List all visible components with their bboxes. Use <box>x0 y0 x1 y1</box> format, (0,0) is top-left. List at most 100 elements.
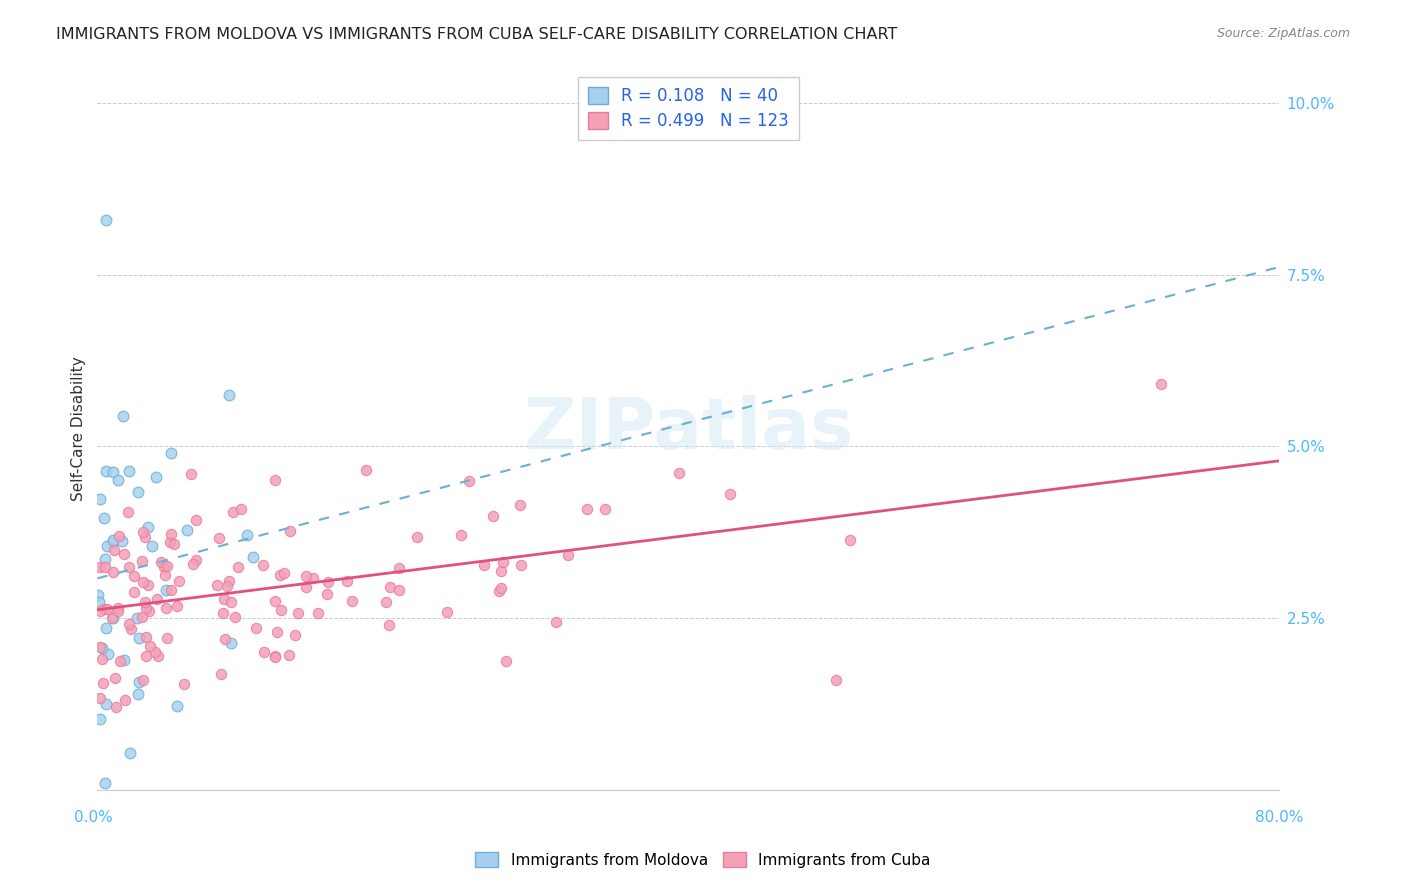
Immigrants from Moldova <box>93 511 115 525</box>
Immigrants from Moldova <box>101 465 124 479</box>
Immigrants from Cuba <box>668 467 690 481</box>
Immigrants from Cuba <box>318 574 340 589</box>
Immigrants from Cuba <box>132 525 155 540</box>
Immigrants from Cuba <box>575 502 598 516</box>
Immigrants from Cuba <box>132 673 155 687</box>
Immigrants from Moldova <box>96 212 118 227</box>
Immigrants from Cuba <box>103 543 125 558</box>
Immigrants from Moldova <box>103 533 125 548</box>
Immigrants from Cuba <box>132 574 155 589</box>
Immigrants from Cuba <box>107 529 129 543</box>
Legend: R = 0.108   N = 40, R = 0.499   N = 123: R = 0.108 N = 40, R = 0.499 N = 123 <box>578 77 799 140</box>
Immigrants from Cuba <box>100 611 122 625</box>
Immigrants from Cuba <box>436 605 458 619</box>
Immigrants from Cuba <box>143 644 166 658</box>
Immigrants from Cuba <box>131 554 153 568</box>
Immigrants from Cuba <box>105 699 128 714</box>
Immigrants from Cuba <box>122 585 145 599</box>
Immigrants from Cuba <box>135 600 157 615</box>
Immigrants from Cuba <box>167 574 190 588</box>
Immigrants from Cuba <box>544 615 567 630</box>
Immigrants from Cuba <box>450 528 472 542</box>
Immigrants from Cuba <box>284 628 307 642</box>
Immigrants from Cuba <box>718 487 741 501</box>
Immigrants from Cuba <box>825 673 848 687</box>
Immigrants from Cuba <box>134 530 156 544</box>
Immigrants from Moldova <box>96 464 118 478</box>
Immigrants from Cuba <box>209 667 232 681</box>
Immigrants from Cuba <box>107 601 129 615</box>
Immigrants from Cuba <box>205 578 228 592</box>
Immigrants from Moldova <box>218 388 240 402</box>
Immigrants from Cuba <box>252 558 274 573</box>
Immigrants from Cuba <box>90 652 112 666</box>
Immigrants from Moldova <box>107 473 129 487</box>
Immigrants from Cuba <box>301 571 323 585</box>
Immigrants from Cuba <box>295 581 318 595</box>
Immigrants from Moldova <box>96 621 118 635</box>
Immigrants from Cuba <box>1150 377 1173 392</box>
Immigrants from Moldova <box>89 712 111 726</box>
Immigrants from Moldova <box>236 528 259 542</box>
Immigrants from Cuba <box>229 502 252 516</box>
Immigrants from Cuba <box>89 604 111 618</box>
Immigrants from Cuba <box>266 624 288 639</box>
Immigrants from Moldova <box>159 446 181 460</box>
Immigrants from Cuba <box>107 604 129 618</box>
Immigrants from Cuba <box>253 645 276 659</box>
Immigrants from Moldova <box>127 485 149 500</box>
Text: ZIPatlas: ZIPatlas <box>523 394 853 464</box>
Immigrants from Cuba <box>208 531 231 545</box>
Immigrants from Cuba <box>181 557 204 571</box>
Immigrants from Moldova <box>138 520 160 534</box>
Text: 0.0%: 0.0% <box>73 810 112 825</box>
Immigrants from Moldova <box>96 539 118 553</box>
Immigrants from Moldova <box>112 653 135 667</box>
Immigrants from Moldova <box>176 523 198 537</box>
Immigrants from Cuba <box>273 566 295 580</box>
Immigrants from Cuba <box>214 632 236 646</box>
Immigrants from Cuba <box>160 583 183 598</box>
Immigrants from Cuba <box>510 558 533 572</box>
Immigrants from Cuba <box>155 631 177 645</box>
Immigrants from Moldova <box>166 699 188 714</box>
Immigrants from Cuba <box>388 560 411 574</box>
Immigrants from Cuba <box>155 568 177 582</box>
Immigrants from Moldova <box>141 539 163 553</box>
Immigrants from Cuba <box>89 559 111 574</box>
Immigrants from Cuba <box>117 616 139 631</box>
Immigrants from Cuba <box>482 509 505 524</box>
Immigrants from Cuba <box>91 676 114 690</box>
Immigrants from Cuba <box>136 578 159 592</box>
Immigrants from Cuba <box>277 648 299 662</box>
Immigrants from Cuba <box>146 592 169 607</box>
Immigrants from Moldova <box>242 549 264 564</box>
Immigrants from Moldova <box>127 687 149 701</box>
Immigrants from Cuba <box>315 587 337 601</box>
Immigrants from Cuba <box>153 560 176 574</box>
Immigrants from Cuba <box>146 649 169 664</box>
Immigrants from Cuba <box>378 617 401 632</box>
Immigrants from Moldova <box>219 636 242 650</box>
Immigrants from Cuba <box>228 559 250 574</box>
Immigrants from Cuba <box>173 677 195 691</box>
Immigrants from Cuba <box>96 601 118 615</box>
Immigrants from Cuba <box>219 594 242 608</box>
Immigrants from Cuba <box>184 513 207 527</box>
Immigrants from Cuba <box>162 537 184 551</box>
Immigrants from Cuba <box>155 601 177 615</box>
Immigrants from Cuba <box>138 604 160 618</box>
Immigrants from Moldova <box>87 588 110 602</box>
Immigrants from Cuba <box>134 595 156 609</box>
Immigrants from Cuba <box>263 648 285 663</box>
Legend: Immigrants from Moldova, Immigrants from Cuba: Immigrants from Moldova, Immigrants from… <box>468 844 938 875</box>
Immigrants from Cuba <box>458 474 481 488</box>
Immigrants from Cuba <box>245 621 267 635</box>
Immigrants from Cuba <box>264 594 287 608</box>
Immigrants from Cuba <box>509 498 531 512</box>
Immigrants from Cuba <box>89 690 111 705</box>
Immigrants from Moldova <box>128 675 150 690</box>
Immigrants from Moldova <box>94 775 117 789</box>
Immigrants from Cuba <box>101 565 124 579</box>
Immigrants from Cuba <box>212 606 235 620</box>
